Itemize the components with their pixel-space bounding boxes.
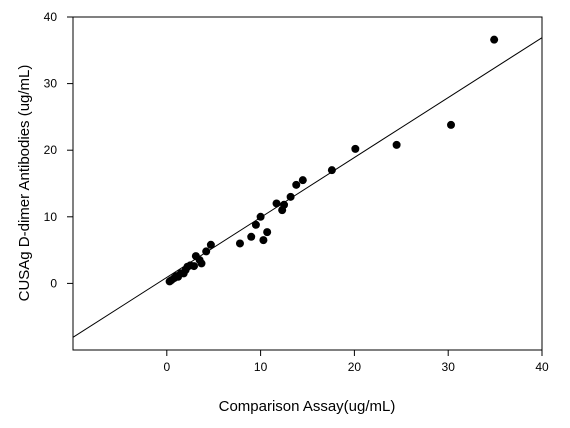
- x-tick-label: 40: [535, 360, 549, 374]
- data-point: [292, 180, 301, 189]
- x-axis-title: Comparison Assay(ug/mL): [219, 398, 396, 415]
- data-point: [392, 140, 401, 149]
- x-tick-label: 20: [348, 360, 362, 374]
- data-point: [206, 240, 215, 249]
- x-tick-label: 0: [163, 360, 170, 374]
- data-point: [190, 262, 199, 271]
- data-point: [280, 200, 289, 209]
- y-tick-label: 20: [44, 143, 58, 157]
- data-point: [235, 239, 244, 248]
- data-point: [202, 247, 211, 256]
- data-point: [490, 35, 499, 44]
- data-point: [327, 166, 336, 175]
- data-point: [197, 259, 206, 268]
- y-tick-label: 40: [44, 10, 58, 24]
- y-tick-label: 0: [50, 276, 57, 290]
- data-point: [251, 220, 260, 229]
- data-point: [286, 192, 295, 201]
- data-point: [259, 236, 268, 245]
- y-tick-label: 30: [44, 77, 58, 91]
- data-point: [263, 228, 272, 237]
- data-point: [447, 120, 456, 129]
- plot-frame: [72, 16, 543, 351]
- regression-line: [72, 37, 543, 338]
- data-point: [298, 176, 307, 185]
- data-point: [272, 199, 281, 208]
- data-point: [351, 144, 360, 153]
- data-point: [256, 212, 265, 221]
- x-tick-label: 30: [442, 360, 456, 374]
- x-tick-label: 10: [254, 360, 268, 374]
- y-tick-label: 10: [44, 210, 58, 224]
- data-point: [247, 232, 256, 241]
- y-axis-title: CUSAg D-dimer Antibodies (ug/mL): [16, 65, 33, 302]
